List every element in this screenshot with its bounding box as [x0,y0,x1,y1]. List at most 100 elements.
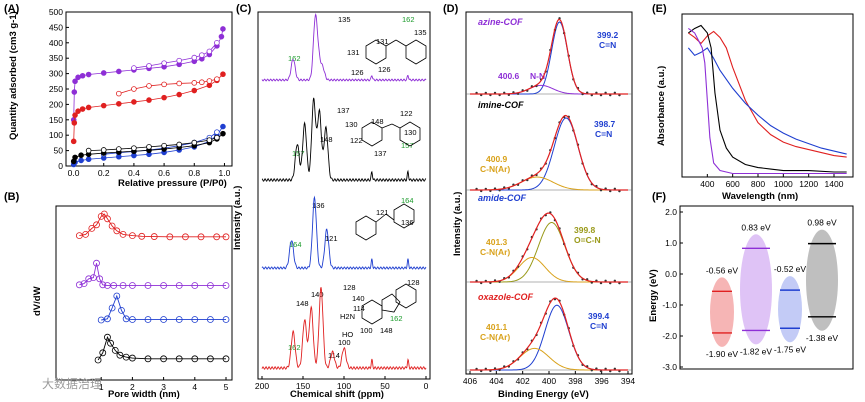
a-data-point [218,33,225,40]
b-data-point [144,355,152,363]
a-data-point [78,157,84,164]
b-data-point [191,355,199,363]
f-ytick-label: -2.0 [662,331,677,341]
xps-peak-value: 400.9 [486,154,508,164]
c-peak-label: 140 [311,290,324,299]
a-data-point [131,86,137,92]
a-data-point [161,142,167,149]
b-data-point [138,232,146,240]
c-peak-label: 100 [338,338,351,347]
a-ytick-label: 150 [49,115,63,125]
xps-title-imine: imine-COF [478,100,524,110]
f-top-label: -0.56 eV [706,265,738,275]
a-ytick-label: 300 [49,69,63,79]
f-ytick-label: 2.0 [665,207,677,217]
c-peak-label: 137 [374,149,387,158]
d-xtick-label: 400 [542,376,556,386]
d-xtick-label: 406 [463,376,477,386]
panel-f-letter: (F) [652,191,666,203]
panel-d-annotations: azine-COF imine-COF amide-COF oxazole-CO… [478,17,619,342]
a-data-point [206,48,213,55]
a-data-point [72,78,78,85]
c-peak-label: 131 [376,37,389,46]
a-data-point [116,146,122,152]
d-envelope-line [469,114,629,191]
b-data-point [99,349,107,357]
d-xtick-label: 398 [568,376,582,386]
panel-e-ylabel: Absorbance (a.u.) [656,66,667,146]
xps-peak-assign: C=N [595,129,612,139]
c-peak-label: 148 [380,326,393,335]
b-data-point [160,282,168,289]
b-data-point [206,355,214,363]
d-envelope-line [469,212,628,283]
a-ytick-label: 200 [49,99,63,109]
f-ytick-label: 1.0 [665,238,677,248]
c-peak-label: 122 [350,136,363,145]
panel-c-ylabel: Intensity (a.u.) [232,186,243,250]
f-ytick-label: -1.0 [662,300,677,310]
xps-title-amide: amide-COF [478,193,527,203]
c-peak-label: 135 [338,15,351,24]
b-xtick-label: 2 [130,382,135,392]
a-data-point [75,108,81,114]
a-data-point [199,79,205,86]
c-peak-label: 164 [401,196,414,205]
b-data-point [191,316,199,323]
a-data-point [146,83,152,89]
a-ytick-label: 500 [49,7,63,17]
b-data-point [128,282,136,289]
f-top-label: 0.83 eV [741,222,771,232]
d-component-line [469,257,628,283]
b-data-point [119,230,127,238]
c-peak-label: 135 [414,28,427,37]
b-data-point [97,316,105,324]
a-xtick-label: 0.0 [68,168,80,178]
b-data-point [93,221,100,229]
xps-title-oxazole: oxazole-COF [478,292,534,302]
e-spectrum-line [688,24,847,173]
c-xtick-label: 100 [337,381,351,391]
c-peak-label: 162 [402,15,415,24]
panel-c-annotations: 135 131 126 162 131 126 135 162 137 130 … [288,15,427,360]
c-peak-label: 136 [312,201,325,210]
f-bottom-label: -1.82 eV [740,346,772,356]
d-xtick-label: 394 [621,376,635,386]
f-bottom-label: -1.90 eV [706,349,738,359]
e-xtick-label: 600 [726,179,740,189]
xps-peak-assign: C=N [590,321,607,331]
xps-peak-assign: N-N [530,71,545,81]
c-peak-label: 126 [351,68,364,77]
d-component-line [469,347,628,371]
c-peak-label: 148 [320,135,333,144]
b-data-point [108,222,116,230]
b-data-point [160,316,168,323]
a-data-point [220,123,226,130]
structure-sketch-icon [355,39,427,325]
e-xtick-label: 800 [751,179,765,189]
panel-e-frame [681,13,854,178]
e-xtick-label: 1000 [774,179,793,189]
b-data-point [213,233,221,241]
b-xtick-label: 1 [99,382,104,392]
c-peak-label: 162 [288,54,301,63]
e-xtick-label: 1200 [799,179,818,189]
b-data-point [85,275,93,283]
watermark-text: 大数据治理 [42,376,102,391]
a-data-point [191,139,198,146]
panel-d-xlabel: Binding Energy (eV) [498,389,589,400]
d-envelope-line [470,18,628,95]
c-peak-label: 100 [360,326,373,335]
a-data-point [79,72,86,79]
xps-peak-value: 401.1 [486,322,508,332]
a-data-point [176,141,182,148]
a-data-point [191,80,198,86]
b-data-point [113,227,121,235]
c-peak-label: 114 [353,304,365,313]
b-data-point [118,306,125,314]
a-data-point [116,68,122,75]
a-data-point [161,60,167,66]
c-peak-label: 162 [288,343,301,352]
c-peak-label: 162 [390,314,403,323]
xps-title-azine: azine-COF [478,17,523,27]
